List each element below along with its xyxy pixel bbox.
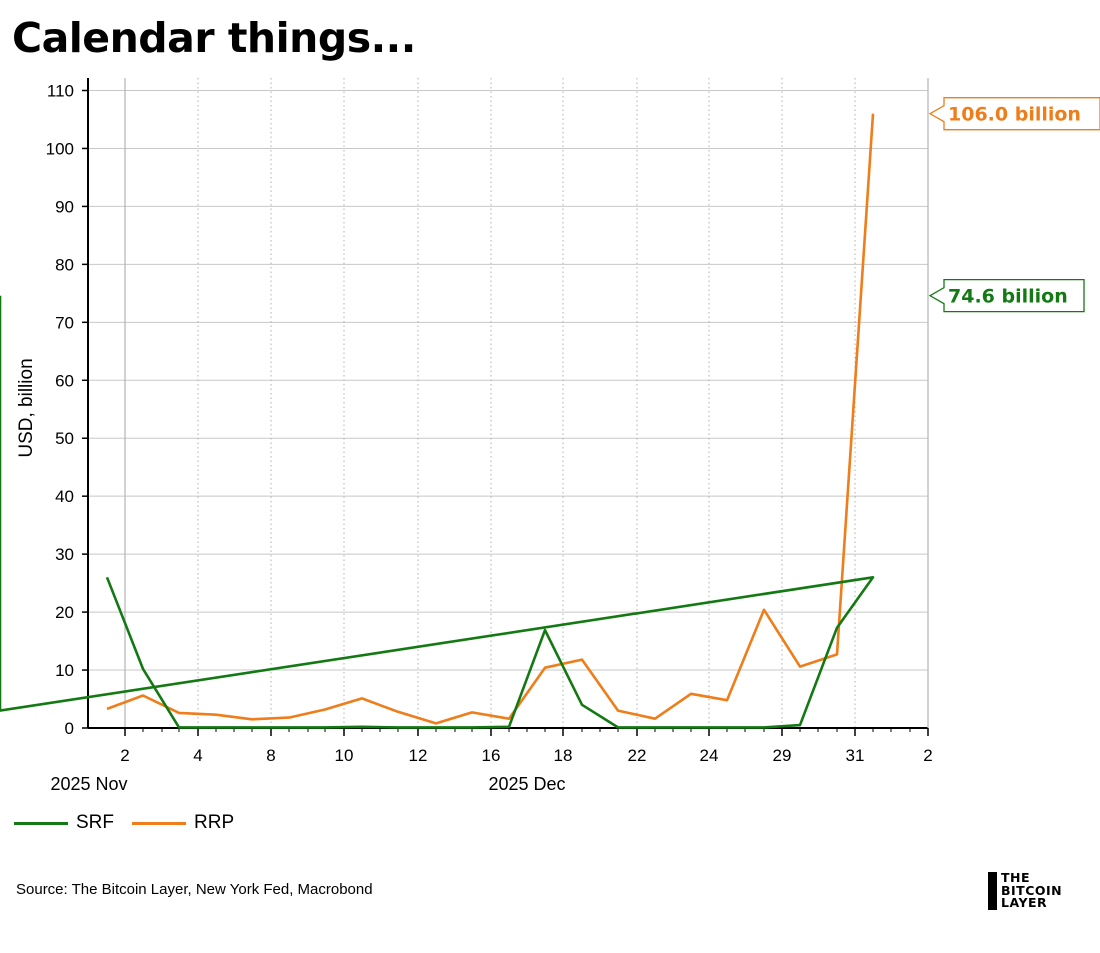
legend-label-srf: SRF — [76, 812, 114, 833]
y-tick-label: 90 — [55, 197, 74, 216]
y-tick-label: 50 — [55, 429, 74, 448]
x-tick-label: 12 — [409, 746, 428, 765]
legend-swatch-rrp — [132, 821, 186, 825]
legend-item-rrp: RRP — [132, 812, 234, 834]
x-tick-label: 10 — [335, 746, 354, 765]
logo-text: THE BITCOIN LAYER — [1001, 870, 1063, 910]
y-tick-label: 70 — [55, 313, 74, 332]
series-line-srf — [0, 295, 875, 729]
x-tick-label: 18 — [554, 746, 573, 765]
x-tick-label: 2 — [120, 746, 129, 765]
legend-swatch-srf — [14, 821, 68, 825]
callout-box-srf — [928, 279, 1085, 313]
y-tick-label: 40 — [55, 487, 74, 506]
x-tick-label: 29 — [773, 746, 792, 765]
y-tick-label: 80 — [55, 255, 74, 274]
y-axis-label: USD, billion — [16, 358, 37, 457]
logo-line-1: THE — [1001, 870, 1031, 885]
x-tick-label: 31 — [846, 746, 865, 765]
source-note: Source: The Bitcoin Layer, New York Fed,… — [16, 881, 373, 898]
chart-legend: SRF RRP — [14, 812, 252, 834]
x-tick-label: 24 — [700, 746, 719, 765]
logo-bar-icon — [988, 872, 997, 910]
y-tick-label: 20 — [55, 603, 74, 622]
y-tick-label: 30 — [55, 545, 74, 564]
y-tick-label: 60 — [55, 371, 74, 390]
x-tick-label: 2 — [923, 746, 932, 765]
x-period-label: 2025 Nov — [50, 774, 127, 794]
x-tick-label: 16 — [482, 746, 501, 765]
logo-line-3: LAYER — [1001, 895, 1048, 910]
callout-box-rrp — [928, 97, 1100, 131]
x-tick-label: 8 — [266, 746, 275, 765]
y-tick-label: 0 — [65, 719, 74, 738]
series-line-rrp — [106, 113, 875, 725]
x-tick-label: 4 — [193, 746, 202, 765]
legend-item-srf: SRF — [14, 812, 114, 834]
y-tick-label: 100 — [46, 139, 74, 158]
y-tick-label: 10 — [55, 661, 74, 680]
logo-line-2: BITCOIN — [1001, 882, 1063, 898]
y-tick-label: 110 — [47, 82, 74, 101]
x-tick-label: 22 — [628, 746, 647, 765]
callout-label-srf: 74.6 billion — [948, 286, 1068, 308]
bitcoin-layer-logo: THE BITCOIN LAYER — [988, 870, 1063, 910]
legend-label-rrp: RRP — [194, 812, 235, 833]
x-period-label: 2025 Dec — [488, 774, 565, 794]
callout-label-rrp: 106.0 billion — [948, 104, 1081, 126]
chart-title: Calendar things... — [12, 14, 416, 62]
